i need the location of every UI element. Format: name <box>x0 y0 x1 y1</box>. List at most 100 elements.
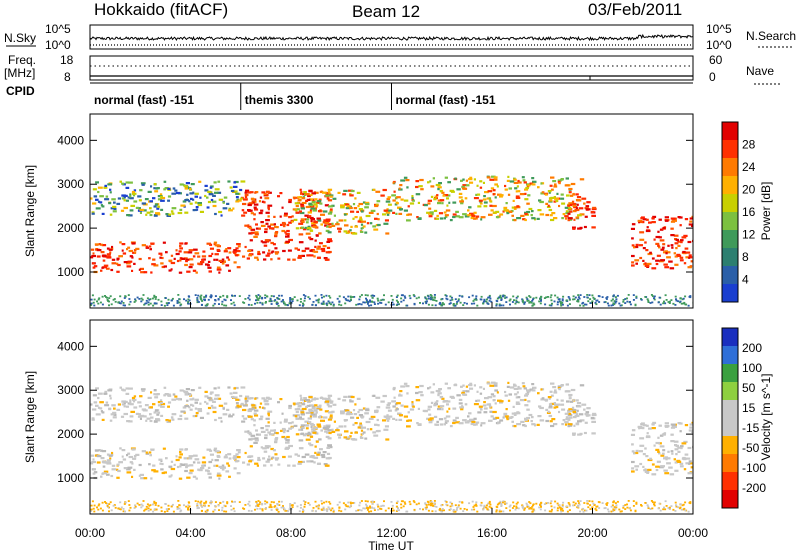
power-cell <box>579 213 585 216</box>
power-cell <box>384 219 389 222</box>
velocity-cell <box>450 396 455 399</box>
power-cell <box>264 197 270 200</box>
velocity-cell <box>488 500 491 503</box>
power-cell <box>325 294 328 297</box>
power-cell <box>492 193 495 196</box>
power-cell <box>398 303 400 306</box>
power-cell <box>462 213 467 216</box>
velocity-cell <box>576 413 579 416</box>
power-cell <box>214 299 217 301</box>
velocity-cell <box>338 436 342 439</box>
velocity-cell <box>577 502 580 504</box>
velocity-cell <box>612 510 614 512</box>
velocity-cell <box>380 508 383 510</box>
velocity-cell <box>675 505 678 508</box>
power-cell <box>577 214 582 217</box>
velocity-cell <box>315 505 318 508</box>
power-cell <box>145 299 148 302</box>
velocity-cell <box>537 415 542 418</box>
power-cell <box>548 199 553 202</box>
velocity-cell <box>257 500 260 502</box>
velocity-cell <box>117 469 121 473</box>
power-cell <box>360 210 364 213</box>
power-cell <box>267 225 271 228</box>
power-cell <box>306 198 311 201</box>
velocity-cell <box>298 460 303 464</box>
power-cell <box>484 191 489 194</box>
power-cell <box>168 269 172 272</box>
velocity-cell <box>210 391 214 394</box>
velocity-cell <box>376 418 379 422</box>
velocity-cell <box>150 416 154 419</box>
velocity-cell <box>311 407 316 410</box>
power-cell <box>222 294 225 297</box>
velocity-cell <box>679 503 682 506</box>
power-cell <box>522 218 526 221</box>
velocity-cell <box>646 504 649 507</box>
velocity-cell <box>183 391 188 394</box>
velocity-cell <box>227 453 232 456</box>
power-cell <box>299 300 302 303</box>
power-cell <box>149 200 153 203</box>
velocity-cell <box>109 397 112 400</box>
power-cell <box>111 245 114 249</box>
velocity-cell <box>232 507 235 510</box>
velocity-cell <box>145 452 149 455</box>
velocity-cell <box>483 407 488 410</box>
velocity-cell <box>93 504 96 507</box>
power-cell <box>406 304 409 307</box>
nave-label: Nave <box>746 64 774 78</box>
velocity-cell <box>610 510 613 513</box>
velocity-cell <box>509 386 515 389</box>
power-cell <box>204 295 207 298</box>
power-cell <box>96 300 98 303</box>
velocity-cell <box>473 417 477 420</box>
power-cell <box>447 181 451 184</box>
power-cell <box>227 180 231 183</box>
power-cell <box>444 176 448 179</box>
velocity-cell <box>264 503 267 505</box>
freq-right-tick-top: 60 <box>709 53 723 67</box>
power-cell <box>487 296 490 299</box>
power-cell <box>400 179 406 182</box>
power-cell <box>101 303 104 306</box>
velocity-cell <box>431 510 434 513</box>
velocity-cell <box>107 506 109 508</box>
power-cell <box>631 237 634 240</box>
power-cell <box>268 249 271 252</box>
power-cell <box>425 298 428 300</box>
velocity-cell <box>499 419 504 422</box>
power-cell <box>207 190 212 193</box>
velocity-cell <box>531 389 536 392</box>
velocity-cell <box>167 508 170 510</box>
power-cell <box>270 258 273 261</box>
velocity-cell <box>687 472 692 475</box>
power-cell <box>567 296 570 298</box>
velocity-cell <box>264 434 268 437</box>
power-cell <box>674 217 677 220</box>
velocity-cell <box>129 461 133 464</box>
power-cell <box>157 198 163 201</box>
power-cell <box>495 304 498 307</box>
velocity-cell <box>504 394 508 397</box>
power-cell <box>498 304 501 307</box>
power-cell <box>182 200 187 203</box>
velocity-cell <box>386 414 389 417</box>
velocity-cell <box>327 444 332 447</box>
velocity-cell <box>504 390 507 394</box>
velocity-cell <box>354 431 358 434</box>
velocity-cell <box>284 437 287 440</box>
velocity-cell <box>226 462 229 465</box>
velocity-cell <box>509 509 511 512</box>
power-cell <box>121 194 127 197</box>
power-cell <box>577 227 582 230</box>
velocity-cell <box>310 412 314 415</box>
velocity-cell <box>550 510 553 513</box>
velocity-cell <box>291 506 294 508</box>
velocity-cell <box>688 460 692 463</box>
power-cell <box>437 188 440 191</box>
power-cell <box>258 227 261 230</box>
velocity-cell <box>462 384 465 387</box>
cpid-segment-label: normal (fast) -151 <box>94 93 194 107</box>
velocity-cell <box>121 455 124 458</box>
